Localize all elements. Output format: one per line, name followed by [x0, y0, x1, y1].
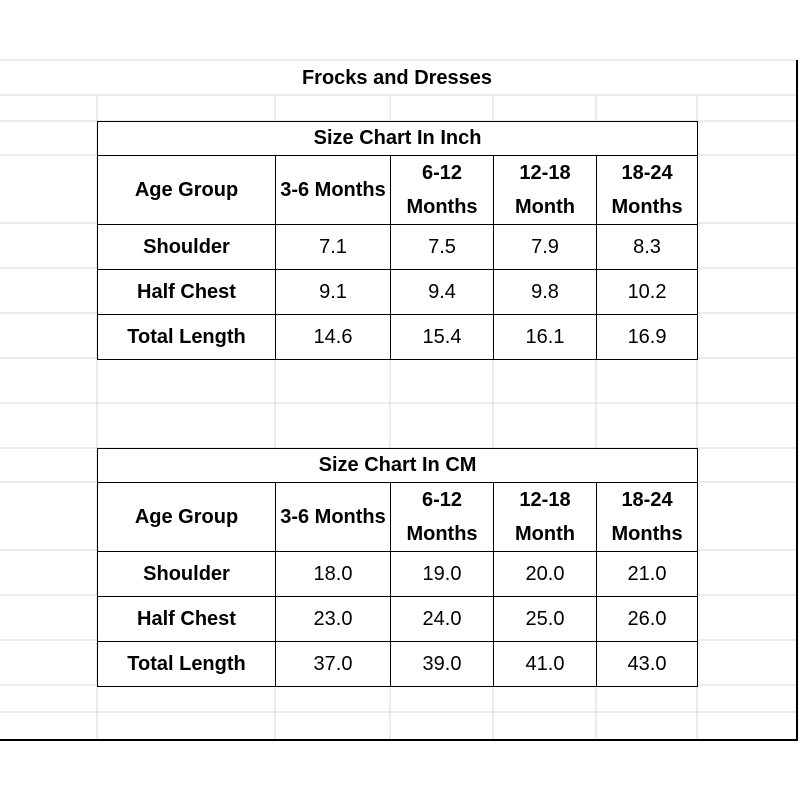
- data-row: Half Chest 9.1 9.4 9.8 10.2: [97, 269, 699, 315]
- column-header: 12-18 Month: [493, 482, 597, 552]
- data-row: Total Length 37.0 39.0 41.0 43.0: [97, 641, 699, 687]
- cell: 7.1: [275, 224, 391, 270]
- header-row: Age Group 3-6 Months 6-12 Months 12-18 Mont…: [97, 155, 699, 225]
- data-row: Half Chest 23.0 24.0 25.0 26.0: [97, 596, 699, 642]
- row-label: Shoulder: [97, 224, 276, 270]
- cell: 18.0: [275, 551, 391, 597]
- row-header-label: Age Group: [97, 482, 276, 552]
- table-caption: Size Chart In CM: [96, 448, 699, 483]
- cell: 19.0: [390, 551, 494, 597]
- sheet-title: Frocks and Dresses: [301, 67, 493, 89]
- data-row: Shoulder 18.0 19.0 20.0 21.0: [97, 551, 699, 597]
- cell: 26.0: [595, 596, 699, 642]
- row-label: Total Length: [97, 314, 276, 360]
- cell: 9.4: [390, 269, 494, 315]
- cell: 10.2: [595, 269, 699, 315]
- cell: 23.0: [275, 596, 391, 642]
- row-label: Shoulder: [97, 551, 276, 597]
- column-header: 6-12 Months: [390, 155, 494, 225]
- header-row: Age Group 3-6 Months 6-12 Months 12-18 Mont…: [97, 482, 699, 552]
- row-header-label: Age Group: [97, 155, 276, 225]
- cell: 16.1: [493, 314, 597, 360]
- caption-row: Size Chart In CM: [96, 448, 699, 483]
- caption-row: Size Chart In Inch: [96, 121, 699, 156]
- column-header: 12-18 Month: [493, 155, 597, 225]
- column-header: 18-24 Months: [595, 482, 699, 552]
- cell: 8.3: [595, 224, 699, 270]
- cell: 7.5: [390, 224, 494, 270]
- column-header: 3-6 Months: [275, 155, 391, 225]
- row-label: Total Length: [97, 641, 276, 687]
- table-caption: Size Chart In Inch: [96, 121, 699, 156]
- data-row: Shoulder 7.1 7.5 7.9 8.3: [97, 224, 699, 270]
- column-header: 3-6 Months: [275, 482, 391, 552]
- cell: 25.0: [493, 596, 597, 642]
- column-header: 18-24 Months: [595, 155, 699, 225]
- cell: 9.1: [275, 269, 391, 315]
- cell: 43.0: [595, 641, 699, 687]
- cell: 21.0: [595, 551, 699, 597]
- cell: 41.0: [493, 641, 597, 687]
- row-label: Half Chest: [97, 269, 276, 315]
- cell: 7.9: [493, 224, 597, 270]
- cell: 15.4: [390, 314, 494, 360]
- cell: 14.6: [275, 314, 391, 360]
- size-table: Size Chart In CM Age Group 3-6 Months 6-12 …: [96, 448, 699, 687]
- row-label: Half Chest: [97, 596, 276, 642]
- column-header: 6-12 Months: [390, 482, 494, 552]
- cell: 37.0: [275, 641, 391, 687]
- cell: 9.8: [493, 269, 597, 315]
- cell: 20.0: [493, 551, 597, 597]
- size-table: Size Chart In Inch Age Group 3-6 Months 6-1…: [96, 121, 699, 360]
- cell: 39.0: [390, 641, 494, 687]
- data-row: Total Length 14.6 15.4 16.1 16.9: [97, 314, 699, 360]
- cell: 16.9: [595, 314, 699, 360]
- cell: 24.0: [390, 596, 494, 642]
